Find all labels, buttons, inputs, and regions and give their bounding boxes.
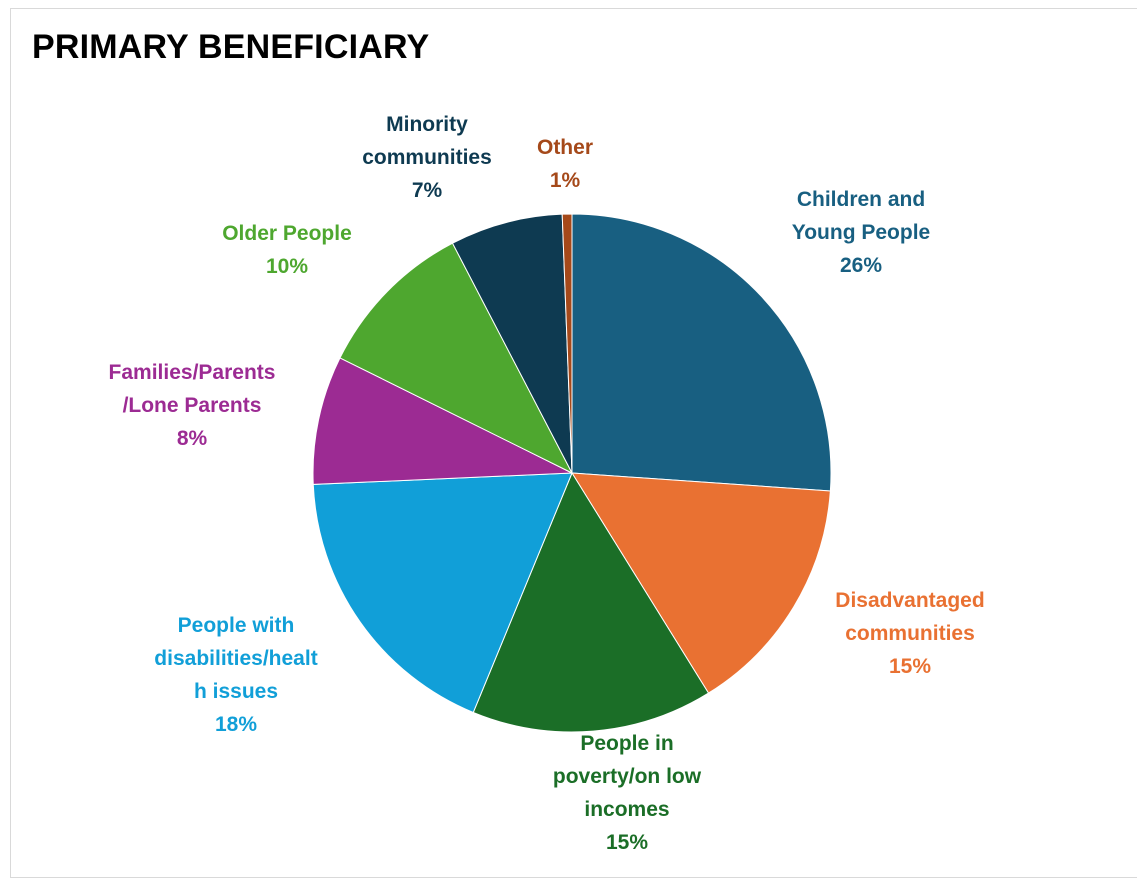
chart-title: PRIMARY BENEFICIARY xyxy=(32,28,430,66)
pie-slice-2 xyxy=(472,471,710,733)
slice-category-label: Young People xyxy=(792,221,930,244)
slice-percent-label: 10% xyxy=(266,255,308,278)
slice-category-label: /Lone Parents xyxy=(123,394,262,417)
slice-category-label: h issues xyxy=(194,680,278,703)
slice-category-label: poverty/on low xyxy=(553,765,702,788)
slice-category-label: People with xyxy=(178,614,295,637)
slice-category-label: communities xyxy=(845,622,975,645)
slice-category-label: disabilities/healt xyxy=(154,647,317,670)
slice-category-label: Older People xyxy=(222,222,352,245)
slice-percent-label: 1% xyxy=(550,169,581,192)
slice-percent-label: 18% xyxy=(215,713,257,736)
slice-percent-label: 26% xyxy=(840,254,882,277)
pie-slice-6 xyxy=(451,213,573,474)
slice-percent-label: 7% xyxy=(412,179,443,202)
pie-slice-1 xyxy=(571,472,831,694)
slice-category-label: Minority xyxy=(386,113,468,136)
slice-percent-label: 8% xyxy=(177,427,208,450)
slice-label-6: Minority communities 7% xyxy=(362,113,492,202)
slice-label-4: Families/Parents/Lone Parents 8% xyxy=(109,361,276,450)
pie-slice-5 xyxy=(339,242,574,475)
slice-category-label: Children and xyxy=(797,188,925,211)
pie-slice-0 xyxy=(571,213,832,492)
slice-label-0: Children and Young People 26% xyxy=(792,188,930,277)
slice-category-label: People in xyxy=(580,732,673,755)
slice-label-3: People with disabilities/healt h issues 18% xyxy=(154,614,317,736)
slice-category-label: incomes xyxy=(584,798,669,821)
slice-percent-label: 15% xyxy=(606,831,648,854)
slice-category-label: communities xyxy=(362,146,492,169)
slice-category-label: Disadvantaged xyxy=(835,589,984,612)
slice-category-label: Families/Parents xyxy=(109,361,276,384)
slice-label-7: Other 1% xyxy=(537,136,593,192)
slice-label-2: People in poverty/on low incomes 15% xyxy=(553,732,702,854)
slice-label-1: Disadvantaged communities 15% xyxy=(835,589,984,678)
slice-percent-label: 15% xyxy=(889,655,931,678)
pie-slice-4 xyxy=(312,357,573,485)
slice-category-label: Other xyxy=(537,136,593,159)
pie-slice-7 xyxy=(561,213,573,474)
slice-label-5: Older People 10% xyxy=(222,222,352,278)
pie-slice-3 xyxy=(312,472,573,714)
